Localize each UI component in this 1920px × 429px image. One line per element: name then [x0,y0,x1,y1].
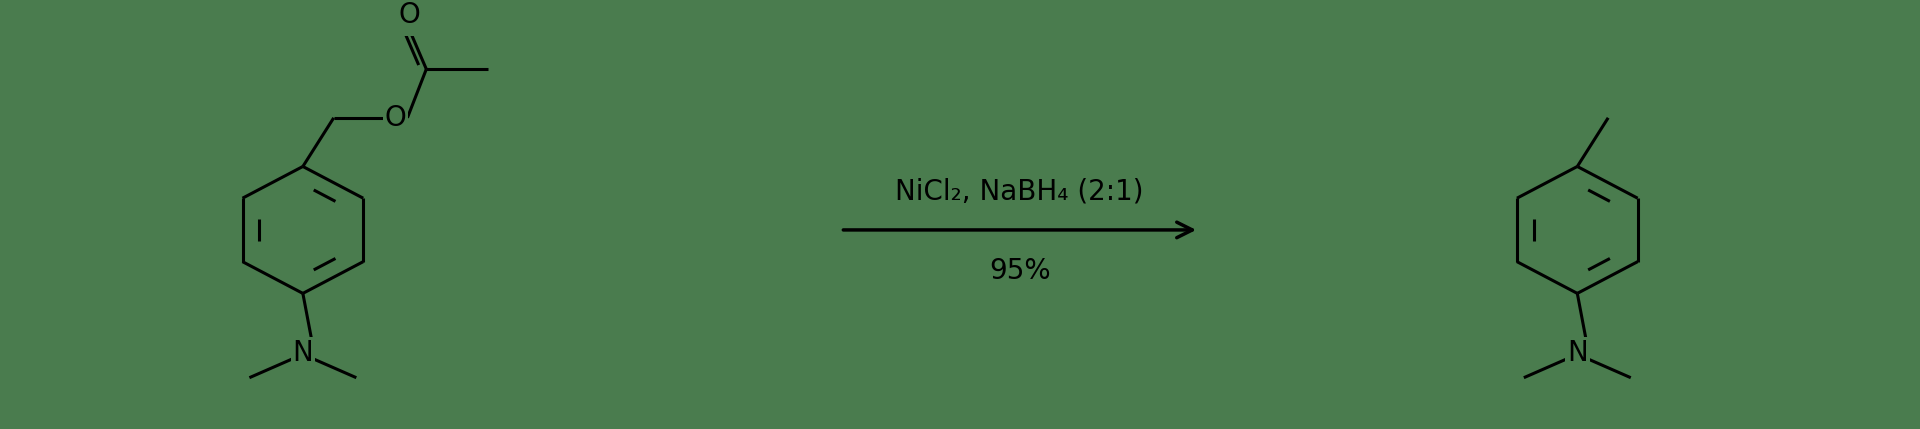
Text: 95%: 95% [989,257,1050,285]
Text: NiCl₂, NaBH₄ (2:1): NiCl₂, NaBH₄ (2:1) [895,178,1144,206]
Text: O: O [384,104,407,132]
Text: N: N [292,339,313,367]
Text: O: O [399,1,420,29]
Text: N: N [1567,339,1588,367]
